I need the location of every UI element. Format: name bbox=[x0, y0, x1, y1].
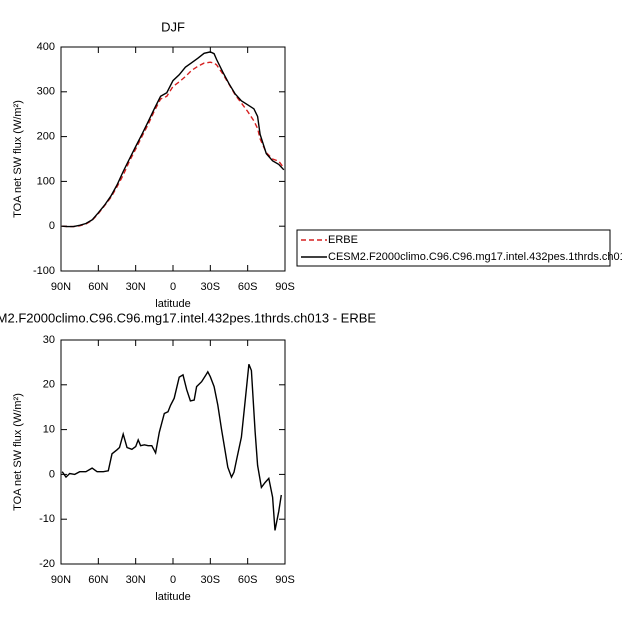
y-axis-label: TOA net SW flux (W/m²) bbox=[12, 393, 24, 511]
data-line bbox=[62, 61, 285, 228]
plot-frame bbox=[60, 339, 286, 565]
x-tick-label: 30S bbox=[201, 574, 221, 586]
x-tick-label: 90N bbox=[51, 281, 71, 293]
x-tick-label: 90N bbox=[51, 574, 71, 586]
y-tick-label: 0 bbox=[49, 468, 55, 480]
x-tick-label: 90S bbox=[275, 574, 295, 586]
x-tick-label: 60N bbox=[88, 574, 108, 586]
y-tick-label: 100 bbox=[37, 175, 55, 187]
x-tick-label: 30S bbox=[201, 281, 221, 293]
data-line bbox=[62, 51, 285, 228]
y-axis-label: TOA net SW flux (W/m²) bbox=[12, 100, 24, 218]
x-tick-label: 60S bbox=[238, 281, 258, 293]
chart-title: CESM2.F2000climo.C96.C96.mg17.intel.432p… bbox=[0, 310, 376, 325]
y-tick-label: 300 bbox=[37, 86, 55, 98]
x-tick-label: 30N bbox=[126, 574, 146, 586]
y-tick-label: 30 bbox=[43, 334, 55, 346]
legend-label: CESM2.F2000climo.C96.C96.mg17.intel.432p… bbox=[328, 251, 622, 263]
x-tick-label: 0 bbox=[170, 281, 176, 293]
x-tick-label: 30N bbox=[126, 281, 146, 293]
plot-frame bbox=[60, 46, 286, 272]
data-line bbox=[61, 363, 282, 531]
y-tick-label: 400 bbox=[37, 41, 55, 53]
y-tick-label: 10 bbox=[43, 424, 55, 436]
y-tick-label: 200 bbox=[37, 131, 55, 143]
y-tick-label: -20 bbox=[39, 558, 55, 570]
x-axis-label: latitude bbox=[155, 591, 190, 603]
x-tick-label: 60N bbox=[88, 281, 108, 293]
x-tick-label: 60S bbox=[238, 574, 258, 586]
legend-box bbox=[296, 229, 611, 267]
x-tick-label: 0 bbox=[170, 574, 176, 586]
y-tick-label: -100 bbox=[33, 265, 55, 277]
y-tick-label: -10 bbox=[39, 513, 55, 525]
x-tick-label: 90S bbox=[275, 281, 295, 293]
chart-title: DJF bbox=[161, 19, 185, 34]
y-tick-label: 0 bbox=[49, 220, 55, 232]
legend-label: ERBE bbox=[328, 234, 358, 246]
x-axis-label: latitude bbox=[155, 298, 190, 310]
y-tick-label: 20 bbox=[43, 379, 55, 391]
